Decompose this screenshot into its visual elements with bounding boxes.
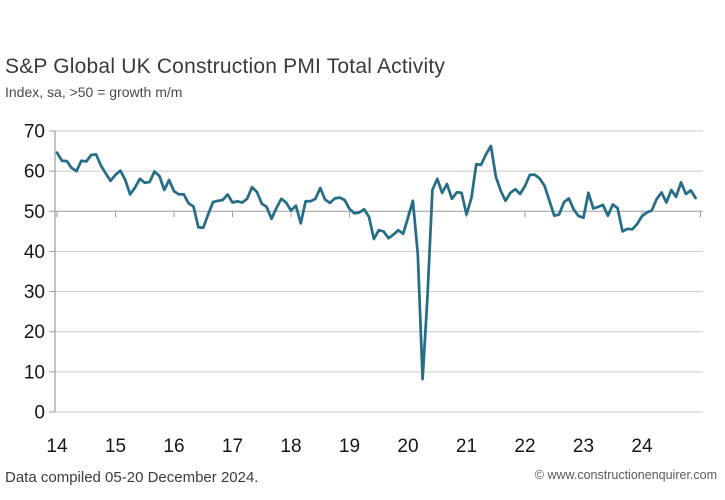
y-tick-label: 30 <box>24 282 45 303</box>
data-compiled-note: Data compiled 05-20 December 2024. <box>5 469 259 486</box>
x-tick-label: 20 <box>397 436 418 457</box>
pmi-series-line <box>55 144 697 381</box>
y-tick-label: 60 <box>24 162 45 183</box>
x-tick-label: 19 <box>339 436 360 457</box>
x-tick-label: 18 <box>280 436 301 457</box>
x-tick-label: 14 <box>46 436 68 457</box>
x-tick-label: 24 <box>631 436 653 457</box>
x-tick-label: 21 <box>456 436 477 457</box>
x-tick-label: 23 <box>573 436 594 457</box>
y-tick-label: 0 <box>34 403 45 424</box>
y-tick-label: 10 <box>24 362 45 383</box>
chart-subtitle: Index, sa, >50 = growth m/m <box>5 84 183 100</box>
x-tick-label: 22 <box>514 436 535 457</box>
y-tick-label: 20 <box>24 322 45 343</box>
y-tick-label: 40 <box>24 242 45 263</box>
y-tick-label: 50 <box>24 202 45 223</box>
copyright-text: © www.constructionenquirer.com <box>534 468 717 482</box>
y-tick-label: 70 <box>24 122 45 143</box>
chart-title: S&P Global UK Construction PMI Total Act… <box>5 55 446 78</box>
x-tick-label: 15 <box>105 436 126 457</box>
x-tick-label: 16 <box>163 436 184 457</box>
x-tick-label: 17 <box>222 436 243 457</box>
